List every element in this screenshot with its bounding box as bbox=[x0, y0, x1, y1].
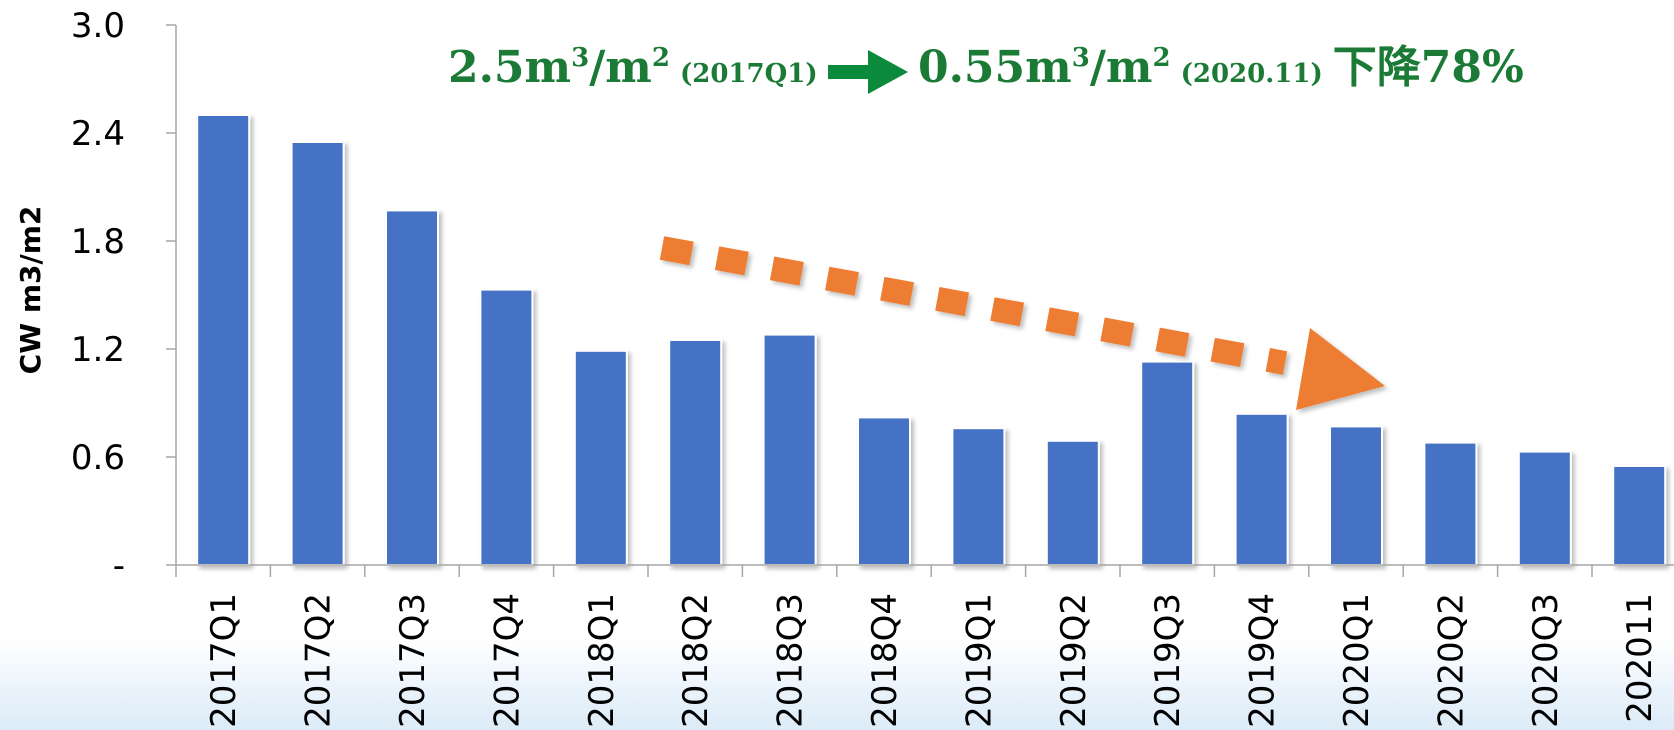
to-unit-sup: 2 bbox=[1152, 43, 1170, 73]
decline-text: 下降78% bbox=[1333, 42, 1524, 93]
headline-from: 2.5m3/m2 (2017Q1) bbox=[448, 42, 818, 93]
headline-to: 0.55m3/m2 (2020.11) 下降78% bbox=[918, 42, 1524, 93]
bar-2018Q2 bbox=[668, 339, 723, 566]
x-tick-label: 2019Q2 bbox=[1054, 593, 1094, 728]
trend-arrow-icon bbox=[659, 236, 1385, 410]
x-tick-label: 2017Q3 bbox=[393, 593, 433, 728]
bar-2020Q2 bbox=[1423, 441, 1478, 567]
to-unit: /m bbox=[1090, 42, 1153, 93]
from-sup: 3 bbox=[571, 43, 589, 73]
x-tick-label: 2017Q4 bbox=[487, 593, 527, 728]
x-tick-label: 2017Q2 bbox=[299, 593, 339, 728]
bar-2020Q1 bbox=[1329, 425, 1383, 566]
x-tick-label: 202011 bbox=[1620, 593, 1660, 723]
bar-2017Q4 bbox=[479, 288, 534, 566]
x-tick-label: 2019Q1 bbox=[959, 593, 999, 728]
bars bbox=[196, 114, 1667, 567]
y-tick-label: - bbox=[113, 546, 125, 586]
bar-2017Q3 bbox=[385, 209, 439, 566]
bar-2018Q3 bbox=[762, 333, 817, 566]
x-tick-labels: 2017Q1 2017Q2 2017Q3 2017Q4 2018Q1 2018Q2 2018… bbox=[204, 593, 1660, 728]
x-tick-label: 2017Q1 bbox=[204, 593, 244, 728]
x-tick-label: 2019Q3 bbox=[1148, 593, 1188, 728]
y-tick-label: 1.2 bbox=[71, 330, 125, 370]
headline-annotation: 2.5m3/m2(2017Q1) 0.55m3/m2(2020.11) 下降78% bbox=[448, 42, 1524, 94]
y-axis-label: CW m3/m2 bbox=[14, 206, 47, 375]
y-tick-label: 0.6 bbox=[71, 438, 125, 478]
y-tick-label: 2.4 bbox=[71, 114, 125, 154]
bar-2017Q2 bbox=[290, 141, 345, 566]
y-tick-label: 1.8 bbox=[71, 222, 125, 262]
x-tick-label: 2020Q1 bbox=[1337, 593, 1377, 728]
bar-2019Q1 bbox=[951, 427, 1006, 567]
x-tick-label: 2020Q3 bbox=[1526, 593, 1566, 728]
bar-2018Q1 bbox=[573, 349, 628, 566]
from-unit-sup: 2 bbox=[652, 43, 670, 73]
y-tick-label: 3.0 bbox=[71, 6, 125, 46]
to-value: 0.55m bbox=[918, 42, 1072, 93]
bar-2017Q1 bbox=[196, 114, 251, 566]
bar-202011 bbox=[1612, 465, 1667, 566]
x-tick-label: 2018Q1 bbox=[582, 593, 622, 728]
x-tick-label: 2018Q3 bbox=[771, 593, 811, 728]
y-axis: - 0.6 1.2 1.8 2.4 3.0 bbox=[71, 6, 177, 586]
from-unit: /m bbox=[589, 42, 652, 93]
green-arrow-icon bbox=[828, 50, 908, 94]
to-period: (2020.11) bbox=[1181, 59, 1323, 89]
x-tick-label: 2018Q2 bbox=[676, 593, 716, 728]
bar-2020Q3 bbox=[1517, 450, 1572, 567]
bar-2019Q4 bbox=[1234, 412, 1289, 566]
x-tick-label: 2018Q4 bbox=[865, 593, 905, 728]
to-sup: 3 bbox=[1072, 43, 1090, 73]
bar-2018Q4 bbox=[857, 416, 911, 566]
bar-2019Q2 bbox=[1045, 439, 1100, 566]
from-value: 2.5m bbox=[448, 42, 571, 93]
x-tick-label: 2020Q2 bbox=[1431, 593, 1471, 728]
x-axis bbox=[175, 564, 1674, 577]
x-tick-label: 2019Q4 bbox=[1243, 593, 1283, 728]
bar-2019Q3 bbox=[1140, 360, 1195, 566]
from-period: (2017Q1) bbox=[680, 59, 818, 89]
